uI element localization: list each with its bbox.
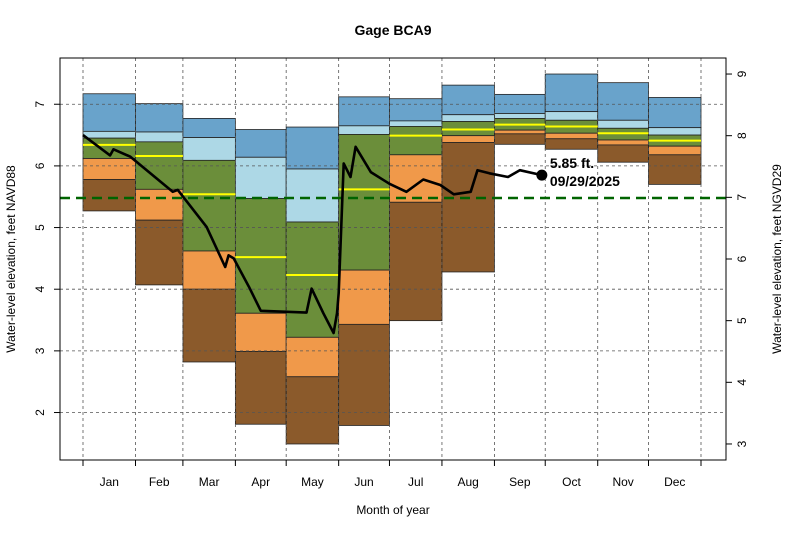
band-lightblue-jan bbox=[82, 130, 136, 139]
y-axis-label-right: Water-level elevation, feet NGVD29 bbox=[770, 164, 784, 354]
band-lightblue-nov bbox=[597, 119, 649, 129]
band-lightblue-oct bbox=[544, 111, 599, 121]
band-brown-feb bbox=[135, 219, 184, 286]
month-label-may: May bbox=[301, 475, 324, 489]
y-tick-label-right: 4 bbox=[735, 379, 749, 386]
band-lightblue-jun bbox=[338, 125, 390, 135]
y-tick-label-left: 4 bbox=[33, 286, 47, 293]
y-tick-label-right: 7 bbox=[735, 194, 749, 201]
band-green-apr bbox=[234, 198, 287, 314]
band-brown-nov bbox=[597, 144, 649, 163]
band-orange-apr bbox=[234, 312, 287, 352]
band-blue-jan bbox=[82, 93, 136, 132]
y-tick-label-left: 6 bbox=[33, 162, 47, 169]
axes: Jan Feb Mar Apr May Jun Jul Aug Sep Oct Nov Dec 2 3 4 5… bbox=[33, 70, 749, 489]
median-lines bbox=[83, 123, 701, 277]
month-label-jun: Jun bbox=[354, 475, 373, 489]
band-lightblue-jul bbox=[389, 120, 443, 127]
band-blue-apr bbox=[234, 129, 287, 158]
annotation-date: 09/29/2025 bbox=[550, 173, 620, 189]
band-brown-jan bbox=[82, 179, 136, 212]
band-blue-jun bbox=[338, 96, 390, 127]
band-blue-nov bbox=[597, 82, 649, 121]
band-orange-nov bbox=[597, 139, 649, 146]
percentile-bands bbox=[82, 73, 702, 445]
month-label-apr: Apr bbox=[251, 475, 270, 489]
band-orange-jun bbox=[338, 269, 390, 325]
band-lightblue-dec bbox=[648, 127, 702, 136]
x-axis-label: Month of year bbox=[356, 503, 429, 517]
band-brown-dec bbox=[648, 154, 702, 185]
grid bbox=[60, 58, 726, 460]
band-lightblue-feb bbox=[135, 131, 184, 143]
band-orange-jan bbox=[82, 158, 136, 180]
band-blue-mar bbox=[182, 118, 236, 138]
band-brown-jul bbox=[389, 201, 443, 322]
band-orange-dec bbox=[648, 145, 702, 156]
band-lightblue-aug bbox=[441, 114, 495, 122]
y-axis-label-left: Water-level elevation, feet NAVD88 bbox=[4, 165, 18, 353]
band-blue-oct bbox=[544, 73, 599, 113]
band-blue-feb bbox=[135, 103, 184, 133]
band-lightblue-apr bbox=[234, 156, 287, 199]
band-blue-dec bbox=[648, 97, 702, 129]
water-level-series bbox=[82, 134, 543, 335]
band-brown-apr bbox=[234, 351, 287, 425]
month-label-jan: Jan bbox=[100, 475, 119, 489]
y-tick-label-right: 3 bbox=[735, 440, 749, 447]
month-label-feb: Feb bbox=[149, 475, 170, 489]
chart-title: Gage BCA9 bbox=[354, 22, 431, 38]
month-label-nov: Nov bbox=[612, 475, 633, 489]
band-orange-feb bbox=[135, 188, 184, 221]
y-tick-label-right: 5 bbox=[735, 317, 749, 324]
band-blue-sep bbox=[494, 93, 546, 114]
month-label-aug: Aug bbox=[458, 475, 479, 489]
band-orange-mar bbox=[182, 250, 236, 290]
band-lightblue-sep bbox=[494, 113, 546, 119]
band-orange-jul bbox=[389, 154, 443, 203]
band-brown-may bbox=[285, 376, 340, 445]
month-label-mar: Mar bbox=[199, 475, 220, 489]
band-lightblue-mar bbox=[182, 137, 236, 161]
band-blue-may bbox=[285, 126, 340, 170]
band-brown-oct bbox=[544, 138, 599, 150]
month-label-jul: Jul bbox=[408, 475, 423, 489]
band-orange-sep bbox=[494, 129, 546, 135]
band-orange-oct bbox=[544, 132, 599, 140]
y-tick-label-left: 7 bbox=[33, 101, 47, 108]
band-orange-aug bbox=[441, 135, 495, 143]
y-tick-label-left: 3 bbox=[33, 347, 47, 354]
month-label-oct: Oct bbox=[562, 475, 581, 489]
y-tick-label-right: 8 bbox=[735, 132, 749, 139]
month-label-dec: Dec bbox=[664, 475, 685, 489]
band-blue-aug bbox=[441, 84, 495, 116]
band-blue-jul bbox=[389, 98, 443, 122]
band-brown-sep bbox=[494, 133, 546, 145]
y-tick-label-right: 9 bbox=[735, 70, 749, 77]
band-lightblue-may bbox=[285, 168, 340, 223]
band-brown-mar bbox=[182, 288, 236, 363]
y-tick-label-left: 2 bbox=[33, 409, 47, 416]
band-orange-may bbox=[285, 336, 340, 378]
band-green-jul bbox=[389, 126, 443, 156]
y-tick-label-left: 5 bbox=[33, 224, 47, 231]
band-green-may bbox=[285, 221, 340, 338]
y-tick-label-right: 6 bbox=[735, 255, 749, 262]
band-green-jun bbox=[338, 134, 390, 271]
annotation-value: 5.85 ft. bbox=[550, 155, 594, 171]
band-brown-jun bbox=[338, 323, 390, 426]
month-label-sep: Sep bbox=[509, 475, 531, 489]
band-brown-aug bbox=[441, 142, 495, 273]
latest-point bbox=[536, 169, 548, 181]
